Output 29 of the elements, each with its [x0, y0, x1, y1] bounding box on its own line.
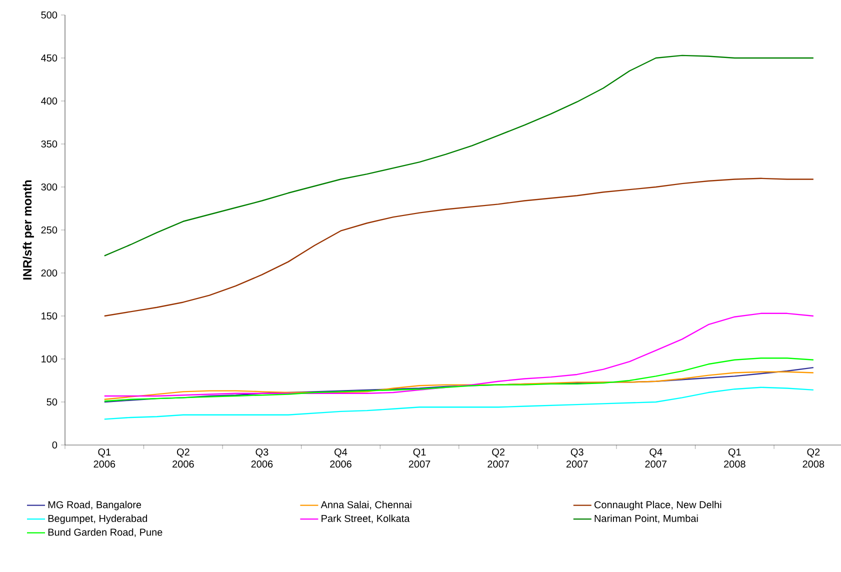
x-tick-label: Q4 2006 — [330, 448, 352, 468]
y-tick-label: 450 — [41, 54, 58, 62]
x-tick-label: Q1 2006 — [94, 448, 116, 468]
x-tick-label: Q4 2007 — [645, 448, 666, 468]
legend-label: Nariman Point, Mumbai — [594, 514, 698, 524]
x-tick-label: Q1 2007 — [408, 448, 430, 468]
legend-label: MG Road, Bangalore — [48, 500, 142, 510]
y-tick-label: 500 — [41, 11, 58, 19]
y-tick-label: 400 — [41, 97, 58, 105]
legend-label: Begumpet, Hyderabad — [48, 514, 148, 524]
y-tick-label: 250 — [41, 226, 58, 234]
y-tick-label: 0 — [52, 441, 58, 449]
legend-label: Park Street, Kolkata — [322, 514, 410, 524]
legend-label: Anna Salai, Chennai — [320, 500, 412, 510]
x-tick-label: Q1 2008 — [724, 448, 746, 468]
y-tick-label: 100 — [42, 355, 58, 363]
x-tick-label: Q3 2006 — [251, 448, 273, 468]
y-tick-label: 200 — [41, 269, 58, 277]
x-tick-label: Q3 2007 — [566, 448, 588, 468]
y-tick-label: 300 — [41, 183, 58, 191]
x-tick-label: Q2 2006 — [172, 448, 194, 468]
x-tick-label: Q2 2007 — [488, 448, 509, 468]
legend-label: Connaught Place, New Delhi — [594, 500, 722, 510]
y-axis-title: INR/sft per month — [22, 180, 34, 280]
x-tick-label: Q2 2008 — [802, 448, 824, 468]
y-tick-label: 350 — [41, 140, 58, 148]
y-tick-label: 50 — [46, 398, 58, 406]
y-tick-label: 150 — [42, 312, 58, 320]
legend-label: Bund Garden Road, Pune — [48, 528, 162, 537]
